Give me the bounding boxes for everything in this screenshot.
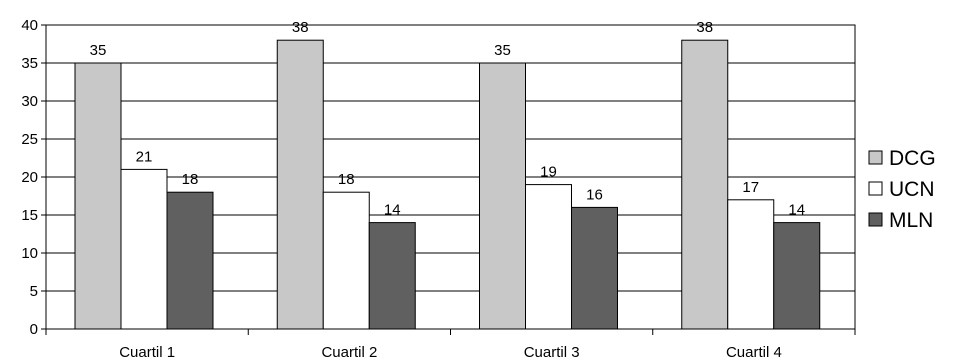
data-label: 19 xyxy=(540,164,557,181)
data-label: 35 xyxy=(90,42,107,59)
data-label: 18 xyxy=(182,171,199,188)
y-tick-label: 30 xyxy=(21,93,38,110)
x-axis-ticks: Cuartil 1 Cuartil 2 Cuartil 3 Cuartil 4 xyxy=(45,329,856,361)
data-label: 18 xyxy=(338,171,355,188)
y-tick-label: 15 xyxy=(21,207,38,224)
legend-label-mln: MLN xyxy=(889,209,933,232)
data-labels: 35 38 35 38 21 18 19 17 18 14 16 14 xyxy=(90,19,805,218)
bar-mln-4 xyxy=(773,222,821,330)
y-tick-label: 10 xyxy=(21,245,38,262)
x-category-label: Cuartil 1 xyxy=(119,344,175,361)
bar-ucn-1 xyxy=(120,168,168,330)
x-category-label: Cuartil 2 xyxy=(321,344,377,361)
bar-ucn-4 xyxy=(727,199,775,330)
y-tick-label: 20 xyxy=(21,169,38,186)
legend-swatch-dcg xyxy=(868,150,883,165)
bar-dcg-1 xyxy=(74,62,122,330)
y-tick-label: 35 xyxy=(21,55,38,72)
data-label: 17 xyxy=(742,179,759,196)
bar-mln-2 xyxy=(368,222,416,330)
legend-swatch-ucn xyxy=(868,181,883,196)
data-label: 16 xyxy=(586,186,603,203)
bar-dcg-3 xyxy=(479,62,526,330)
data-label: 21 xyxy=(136,148,153,165)
data-label: 14 xyxy=(788,202,805,219)
bar-mln-1 xyxy=(166,191,214,330)
data-label: 35 xyxy=(494,42,511,59)
data-label: 38 xyxy=(292,19,309,36)
legend: DCG UCN MLN xyxy=(868,147,936,232)
bar-dcg-2 xyxy=(276,39,324,330)
y-tick-label: 0 xyxy=(30,321,38,338)
data-label: 14 xyxy=(384,202,401,219)
y-axis-ticks: 0 5 10 15 20 25 30 35 40 xyxy=(21,17,46,338)
legend-label-ucn: UCN xyxy=(889,178,935,201)
bar-ucn-2 xyxy=(322,191,370,330)
legend-label-dcg: DCG xyxy=(889,147,936,170)
x-category-label: Cuartil 4 xyxy=(726,344,782,361)
y-tick-label: 5 xyxy=(30,283,38,300)
data-label: 38 xyxy=(696,19,713,36)
bars xyxy=(74,39,821,330)
bar-dcg-4 xyxy=(681,39,729,330)
legend-swatch-mln xyxy=(868,212,883,227)
bar-ucn-3 xyxy=(525,184,572,330)
bar-mln-3 xyxy=(571,206,618,330)
y-tick-label: 25 xyxy=(21,131,38,148)
y-tick-label: 40 xyxy=(21,17,38,34)
x-category-label: Cuartil 3 xyxy=(524,344,580,361)
